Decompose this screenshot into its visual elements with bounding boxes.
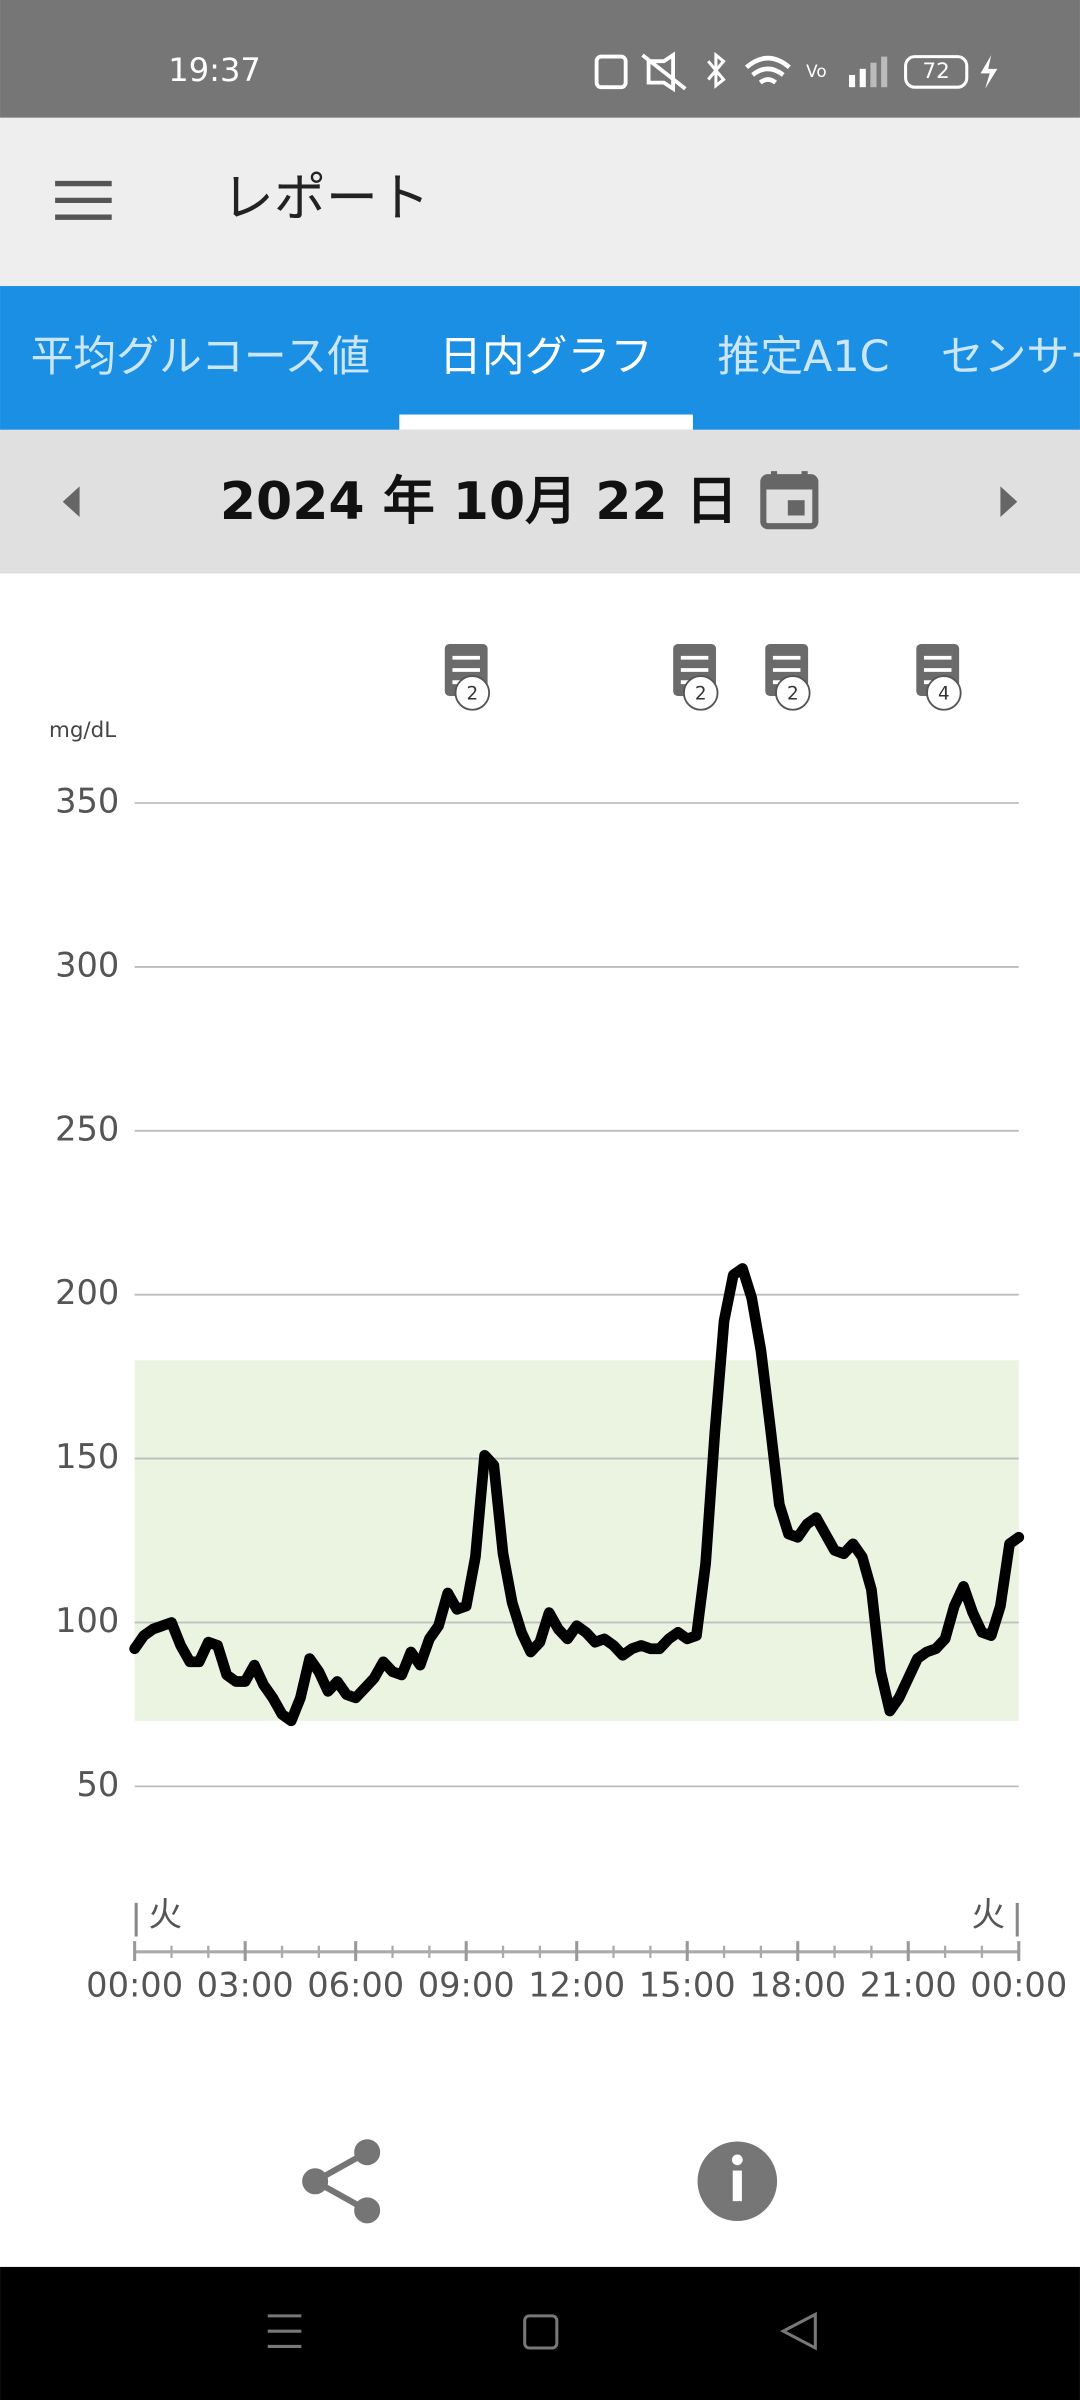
y-tick-label: 300 bbox=[55, 945, 119, 984]
note-count: 2 bbox=[695, 683, 707, 704]
nav-home[interactable] bbox=[523, 2314, 559, 2350]
next-day-button[interactable] bbox=[1000, 486, 1018, 518]
glucose-line bbox=[129, 1263, 1025, 1727]
status-bar bbox=[0, 0, 1080, 118]
day-label: 火 bbox=[971, 1895, 1005, 1934]
y-tick-label: 350 bbox=[55, 782, 119, 821]
nav-back[interactable] bbox=[779, 2311, 817, 2351]
x-tick-label: 12:00 bbox=[528, 1965, 625, 2004]
x-tick-label: 21:00 bbox=[860, 1965, 957, 2004]
x-tick-label: 15:00 bbox=[639, 1965, 736, 2004]
x-tick-label: 00:00 bbox=[86, 1965, 183, 2004]
calendar-button[interactable] bbox=[760, 471, 819, 530]
info-button[interactable] bbox=[697, 2141, 778, 2222]
share-button[interactable] bbox=[302, 2139, 381, 2224]
y-tick-label: 50 bbox=[77, 1765, 120, 1804]
status-time: 19:37 bbox=[168, 51, 261, 89]
tab-bar bbox=[0, 286, 1080, 430]
note-marker[interactable]: 4 bbox=[916, 643, 962, 711]
target-range bbox=[134, 1360, 1019, 1721]
y-tick-label: 250 bbox=[55, 1109, 119, 1148]
note-badge bbox=[682, 675, 719, 711]
prev-day-button[interactable] bbox=[62, 486, 80, 518]
y-tick-label: 100 bbox=[55, 1601, 119, 1640]
tab[interactable]: 平均グルコース値 bbox=[31, 332, 371, 382]
tab[interactable]: 推定A1C bbox=[717, 332, 889, 382]
y-tick-label: 200 bbox=[55, 1273, 119, 1312]
status-icons: Vo bbox=[594, 51, 998, 93]
nav-recents[interactable] bbox=[267, 2314, 302, 2348]
svg-text:Vo: Vo bbox=[806, 61, 826, 81]
y-tick-label: 150 bbox=[55, 1437, 119, 1476]
note-marker[interactable]: 2 bbox=[765, 643, 811, 711]
navigation-bar bbox=[0, 2266, 1080, 2400]
tab[interactable]: 日内グラフ bbox=[439, 332, 653, 382]
tab-indicator bbox=[399, 414, 693, 430]
note-marker[interactable]: 2 bbox=[444, 643, 491, 711]
note-badge bbox=[775, 675, 811, 711]
battery-level: 72 bbox=[923, 59, 950, 84]
x-tick-label: 00:00 bbox=[970, 1965, 1067, 2004]
date-label: 2024 年 10月 22 日 bbox=[220, 472, 738, 532]
x-tick-label: 06:00 bbox=[307, 1965, 404, 2004]
app-bar bbox=[0, 117, 1080, 287]
note-count: 2 bbox=[466, 683, 478, 704]
day-label: 火 bbox=[148, 1895, 182, 1934]
app-title: レポート bbox=[222, 169, 430, 229]
note-badge bbox=[454, 675, 491, 711]
note-count: 2 bbox=[787, 683, 799, 704]
x-tick-label: 18:00 bbox=[749, 1965, 846, 2004]
menu-button[interactable] bbox=[55, 180, 112, 220]
tab[interactable]: センサー bbox=[941, 332, 1080, 382]
note-badge bbox=[926, 675, 962, 711]
y-axis-unit: mg/dL bbox=[49, 718, 116, 743]
note-count: 4 bbox=[938, 683, 950, 704]
date-bar bbox=[0, 429, 1080, 574]
x-tick-label: 09:00 bbox=[418, 1965, 515, 2004]
note-marker[interactable]: 2 bbox=[673, 643, 719, 711]
x-tick-label: 03:00 bbox=[197, 1965, 294, 2004]
